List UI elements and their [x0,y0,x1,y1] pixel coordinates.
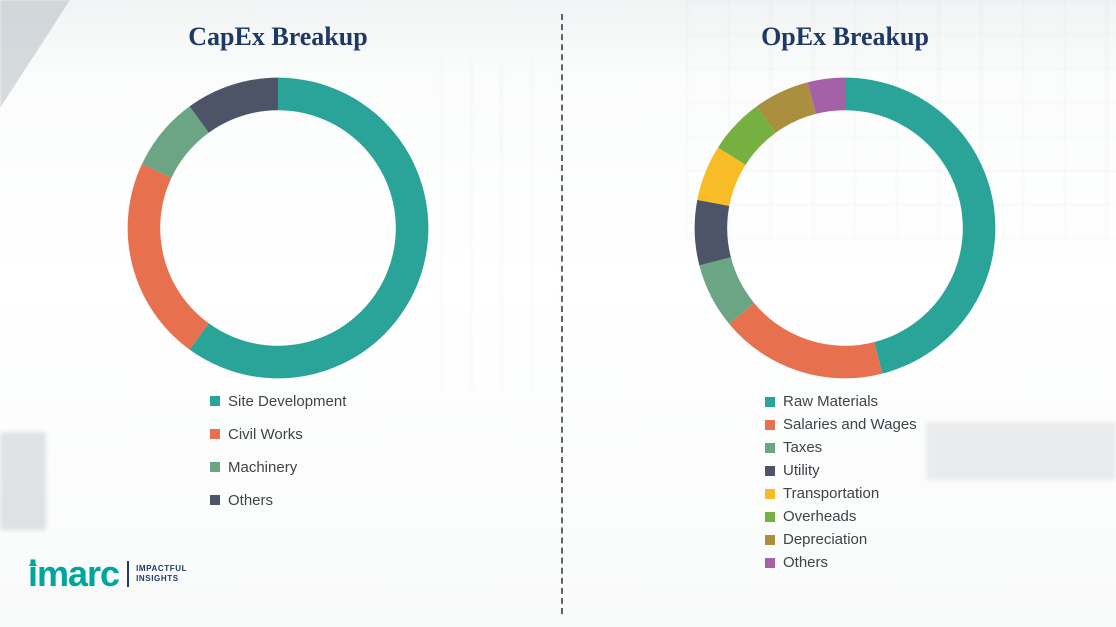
background-shape [0,0,70,108]
legend-label: Raw Materials [783,393,879,410]
legend-swatch-icon [765,465,775,476]
legend-item: Others [765,553,917,572]
legend-item: Site Development [210,391,346,411]
legend-label: Others [228,491,274,509]
legend-label: Others [783,554,829,571]
legend-item: Salaries and Wages [765,415,917,434]
donut-segment-transportation [697,147,746,206]
capex-legend: Site Development Civil Works Machinery Othe… [210,391,346,523]
donut-segment-depreciation [756,82,816,133]
imarc-brand-label: imarc [28,553,120,594]
legend-label: Transportation [783,485,880,502]
legend-swatch-icon [765,511,775,522]
legend-label: Site Development [228,392,347,410]
donut-segment-utility [694,199,731,266]
legend-item: Raw Materials [765,392,917,411]
donut-segment-civil-works [127,163,209,350]
imarc-triangle-icon [29,559,37,566]
legend-item: Utility [765,461,917,480]
legend-swatch-icon [210,495,220,505]
legend-item: Others [210,490,346,510]
legend-swatch-icon [765,396,775,407]
legend-label: Taxes [783,439,823,456]
legend-item: Overheads [765,507,917,526]
donut-segment-others [807,77,845,114]
background-shape [926,422,1116,480]
legend-swatch-icon [210,396,220,406]
tagline-line2: INSIGHTS [136,574,179,583]
donut-segment-site-development [189,77,429,379]
legend-swatch-icon [765,488,775,499]
donut-segment-overheads [718,106,776,165]
legend-swatch-icon [765,534,775,545]
opex-donut-chart [694,77,996,379]
donut-segment-others [189,77,278,133]
legend-swatch-icon [210,429,220,439]
background-shape [0,432,46,530]
donut-segment-machinery [141,106,209,178]
imarc-brand-text: imarc [28,553,120,594]
legend-swatch-icon [765,419,775,430]
donut-segment-taxes [699,257,755,324]
legend-label: Machinery [228,458,298,476]
tagline-line1: IMPACTFUL [136,564,188,573]
legend-swatch-icon [765,442,775,453]
legend-label: Depreciation [783,531,868,548]
imarc-logo: imarc IMPACTFUL INSIGHTS [28,556,187,592]
opex-legend: Raw Materials Salaries and Wages Taxes Util… [765,392,917,576]
legend-item: Taxes [765,438,917,457]
legend-item: Transportation [765,484,917,503]
opex-chart-title: OpEx Breakup [761,22,929,51]
legend-label: Utility [783,462,820,479]
donut-segment-salaries-and-wages [729,303,883,379]
capex-chart-title: CapEx Breakup [188,22,368,51]
logo-divider-bar [127,561,130,587]
donut-segment-raw-materials [845,77,996,374]
legend-item: Civil Works [210,424,346,444]
imarc-tagline: IMPACTFUL INSIGHTS [136,564,187,584]
capex-donut-chart [127,77,429,379]
legend-label: Salaries and Wages [783,416,917,433]
legend-label: Overheads [783,508,857,525]
divider-dashed-line [561,14,563,614]
legend-item: Depreciation [765,530,917,549]
legend-swatch-icon [210,462,220,472]
background-shape [440,60,580,390]
legend-item: Machinery [210,457,346,477]
legend-swatch-icon [765,557,775,568]
legend-label: Civil Works [228,425,303,443]
